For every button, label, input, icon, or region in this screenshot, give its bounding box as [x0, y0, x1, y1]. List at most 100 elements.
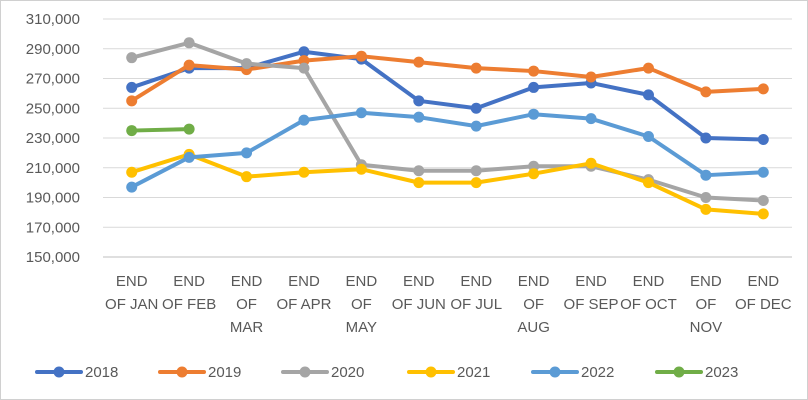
legend-marker-icon [673, 366, 685, 378]
data-point-2022 [585, 113, 597, 125]
data-point-2020 [183, 37, 195, 49]
legend-item-2019: 2019 [158, 364, 241, 381]
data-point-2018 [298, 46, 310, 58]
data-point-2019 [528, 65, 540, 77]
y-tick-label: 230,000 [26, 130, 80, 147]
data-point-2020 [757, 194, 769, 206]
series-line-2021 [129, 152, 766, 216]
x-tick-label: OF FEB [162, 296, 216, 313]
y-tick-label: 250,000 [26, 100, 80, 117]
legend-marker-icon [549, 366, 561, 378]
data-point-2019 [757, 83, 769, 95]
legend-item-2023: 2023 [655, 364, 738, 381]
data-point-2021 [470, 177, 482, 189]
data-point-2018 [126, 81, 138, 93]
data-point-2019 [355, 50, 367, 62]
x-tick-label: OF JAN [105, 296, 158, 313]
x-tick-label: END [346, 273, 378, 290]
data-point-2020 [126, 52, 138, 64]
data-point-2022 [470, 120, 482, 132]
legend-label: 2021 [457, 364, 490, 381]
legend-label: 2022 [581, 364, 614, 381]
data-point-2018 [470, 102, 482, 114]
data-point-2019 [413, 56, 425, 68]
x-tick-label: OF [523, 296, 544, 313]
legend-label: 2019 [208, 364, 241, 381]
x-tick-label: MAR [230, 319, 264, 336]
series-2021 [126, 148, 769, 220]
legend-marker-icon [299, 366, 311, 378]
data-point-2021 [757, 208, 769, 220]
data-point-2019 [470, 62, 482, 74]
data-point-2021 [241, 171, 253, 183]
series-line-2020 [129, 40, 766, 203]
data-point-2020 [298, 62, 310, 74]
y-tick-label: 190,000 [26, 190, 80, 207]
x-tick-label: OF [695, 296, 716, 313]
data-point-2022 [528, 108, 540, 120]
legend-item-2021: 2021 [407, 364, 490, 381]
x-tick-label: END [747, 273, 779, 290]
x-tick-label: END [116, 273, 148, 290]
data-point-2019 [126, 95, 138, 107]
series-line-2022 [129, 110, 766, 190]
x-axis: END OF JAN END OF FEB END OF MAR END OF APR END OF… [105, 273, 792, 336]
legend-marker-icon [176, 366, 188, 378]
data-point-2020 [241, 58, 253, 70]
x-tick-label: MAY [346, 319, 377, 336]
y-axis: 150,000 170,000 190,000 210,000 230,000 250,0… [26, 11, 80, 266]
x-tick-label: OF DEC [735, 296, 792, 313]
x-tick-label: OF JUL [450, 296, 502, 313]
legend: 2018 2019 2020 2021 2022 2023 [35, 364, 738, 381]
y-tick-label: 170,000 [26, 219, 80, 236]
legend-item-2022: 2022 [531, 364, 614, 381]
data-point-2020 [470, 165, 482, 177]
data-point-2021 [413, 177, 425, 189]
x-tick-label: OF SEP [564, 296, 619, 313]
gridlines [103, 18, 792, 258]
data-point-2021 [126, 166, 138, 178]
data-point-2022 [355, 107, 367, 119]
data-point-2023 [126, 125, 138, 137]
data-point-2020 [700, 192, 712, 203]
data-point-2018 [642, 89, 654, 101]
legend-label: 2018 [85, 364, 118, 381]
data-point-2022 [700, 169, 712, 181]
y-tick-label: 290,000 [26, 41, 80, 58]
legend-label: 2020 [331, 364, 364, 381]
data-point-2021 [700, 203, 712, 215]
series-line-2019 [129, 54, 766, 103]
x-tick-label: END [690, 273, 722, 290]
data-point-2022 [642, 131, 654, 143]
y-tick-label: 210,000 [26, 160, 80, 177]
data-point-2019 [585, 71, 597, 83]
x-tick-label: AUG [517, 319, 550, 336]
data-point-2022 [126, 181, 138, 193]
data-point-2019 [700, 86, 712, 98]
series-2023 [126, 123, 195, 137]
y-tick-label: 270,000 [26, 71, 80, 88]
legend-marker-icon [53, 366, 65, 378]
x-tick-label: END [633, 273, 665, 290]
x-tick-label: OF [351, 296, 372, 313]
data-point-2019 [642, 62, 654, 74]
data-point-2022 [298, 114, 310, 126]
data-point-2021 [528, 168, 540, 180]
data-point-2018 [757, 133, 769, 145]
legend-item-2018: 2018 [35, 364, 118, 381]
x-tick-label: END [518, 273, 550, 290]
data-point-2022 [183, 151, 195, 163]
x-tick-label: OF [236, 296, 257, 313]
x-tick-label: NOV [690, 319, 723, 336]
data-point-2021 [298, 166, 310, 178]
series-2022 [126, 107, 769, 193]
x-tick-label: OF JUN [392, 296, 446, 313]
x-tick-label: END [173, 273, 205, 290]
x-tick-label: END [231, 273, 263, 290]
data-point-2022 [413, 111, 425, 123]
series-lines [126, 37, 769, 220]
legend-marker-icon [425, 366, 437, 378]
data-point-2021 [355, 163, 367, 175]
